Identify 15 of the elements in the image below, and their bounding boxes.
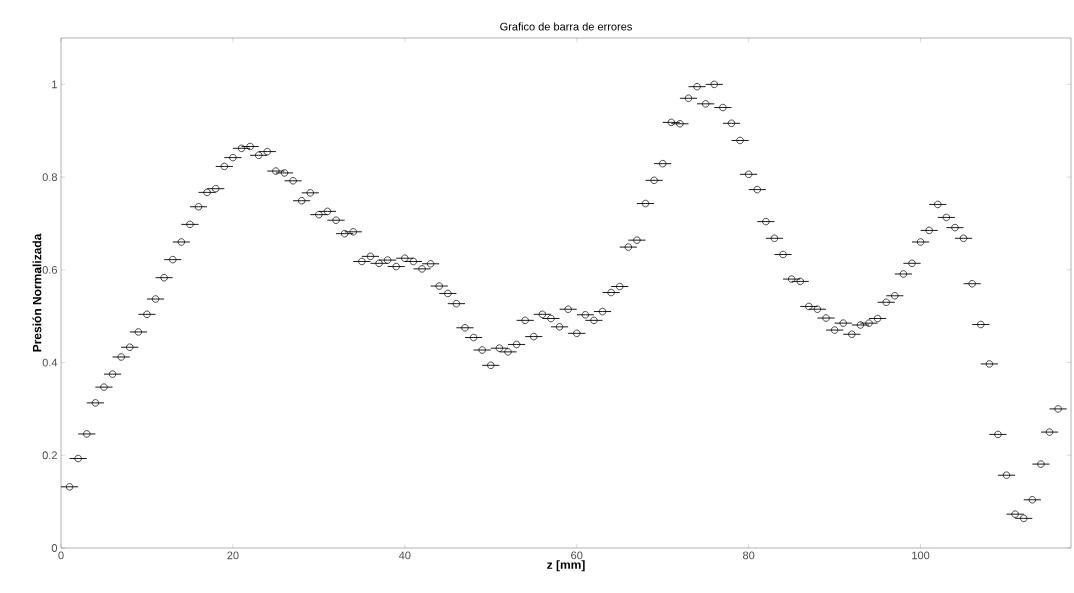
x-tick-label: 20 <box>227 551 239 560</box>
y-tick-label: 0.2 <box>42 451 57 460</box>
y-tick-label: 0.6 <box>42 265 57 274</box>
x-axis-title: z [mm] <box>547 560 585 572</box>
y-tick-label: 0.4 <box>42 358 58 367</box>
y-axis-title: Presión Normalizada <box>32 233 42 352</box>
chart-title: Grafico de barra de errores <box>500 22 632 31</box>
y-tick-label: 0.8 <box>42 173 57 181</box>
x-tick-label: 100 <box>912 551 930 560</box>
x-tick-label: 0 <box>58 551 64 560</box>
y-tick-label: 1 <box>52 80 57 89</box>
y-tick-label: 0 <box>51 544 58 552</box>
x-tick-label: 60 <box>571 551 583 560</box>
x-tick-label: 80 <box>743 551 755 560</box>
x-tick-label: 40 <box>398 551 411 560</box>
